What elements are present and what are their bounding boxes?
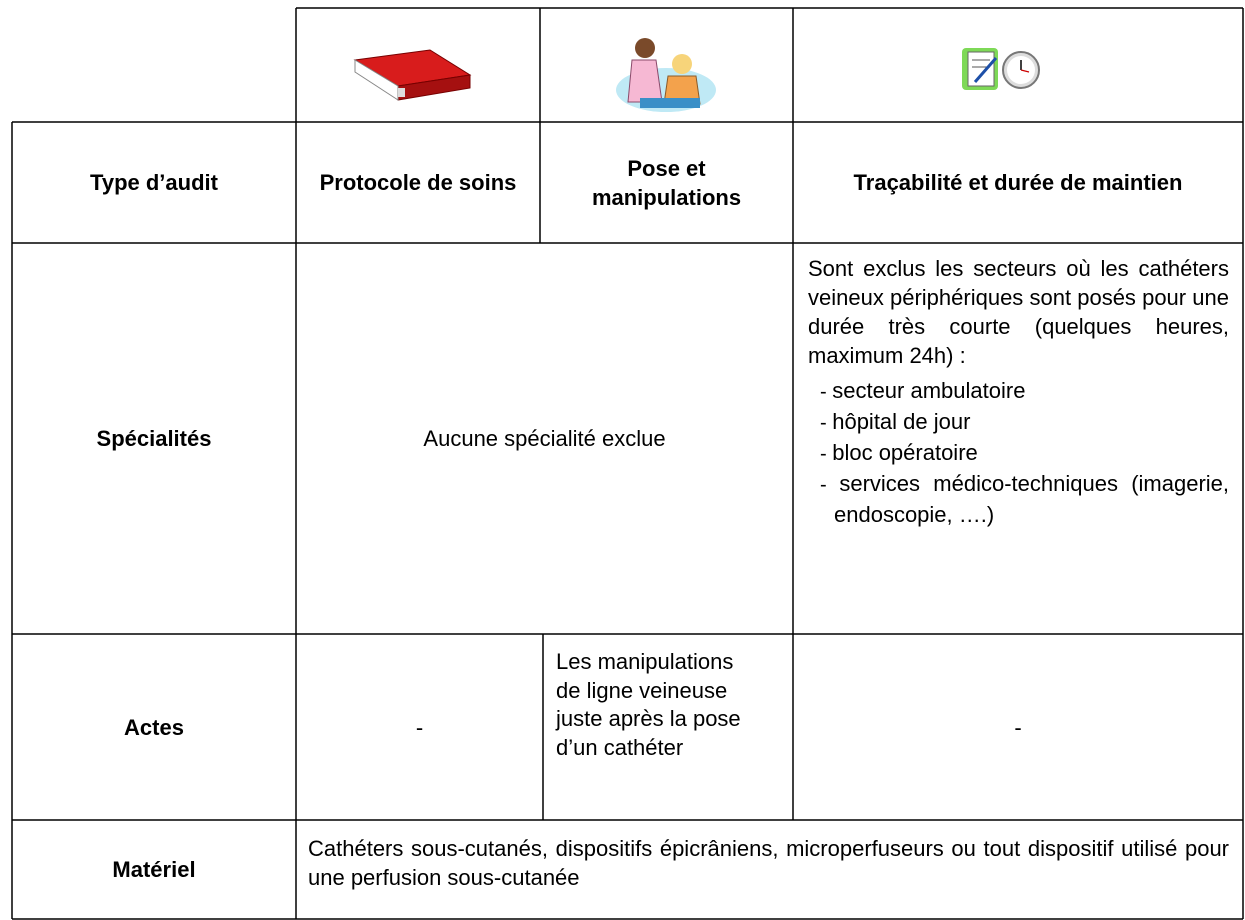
cell: Les manipulations de ligne veineuse just… <box>556 649 741 760</box>
cell: Aucune spécialité exclue <box>423 426 666 451</box>
header-cell: Protocole de soins <box>319 170 517 195</box>
document-clock-icon <box>962 48 1040 90</box>
row-label: Matériel <box>112 857 196 882</box>
cell: Cathéters sous-cutanés, dispositifs épic… <box>308 836 1229 890</box>
list-item: hôpital de jour <box>808 407 1229 438</box>
cell: Sont exclus les secteurs où les cathéter… <box>793 254 1243 529</box>
header-cell: Pose et manipulations <box>591 155 742 210</box>
list: secteur ambulatoire hôpital de jour bloc… <box>808 376 1229 529</box>
header-cell: Traçabilité et durée de maintien <box>853 170 1183 195</box>
cell: - <box>415 714 424 740</box>
paragraph: Sont exclus les secteurs où les cathéter… <box>808 256 1229 368</box>
cell: - <box>1014 714 1022 740</box>
binder-icon <box>353 49 472 101</box>
list-item: bloc opératoire <box>808 438 1229 469</box>
header-cell: Type d’audit <box>90 170 218 195</box>
list-item: services médico-techniques (imagerie, en… <box>808 469 1229 529</box>
list-item: secteur ambulatoire <box>808 376 1229 407</box>
row-label: Actes <box>124 714 184 740</box>
nurse-icon <box>616 38 716 112</box>
row-label: Spécialités <box>96 426 212 451</box>
